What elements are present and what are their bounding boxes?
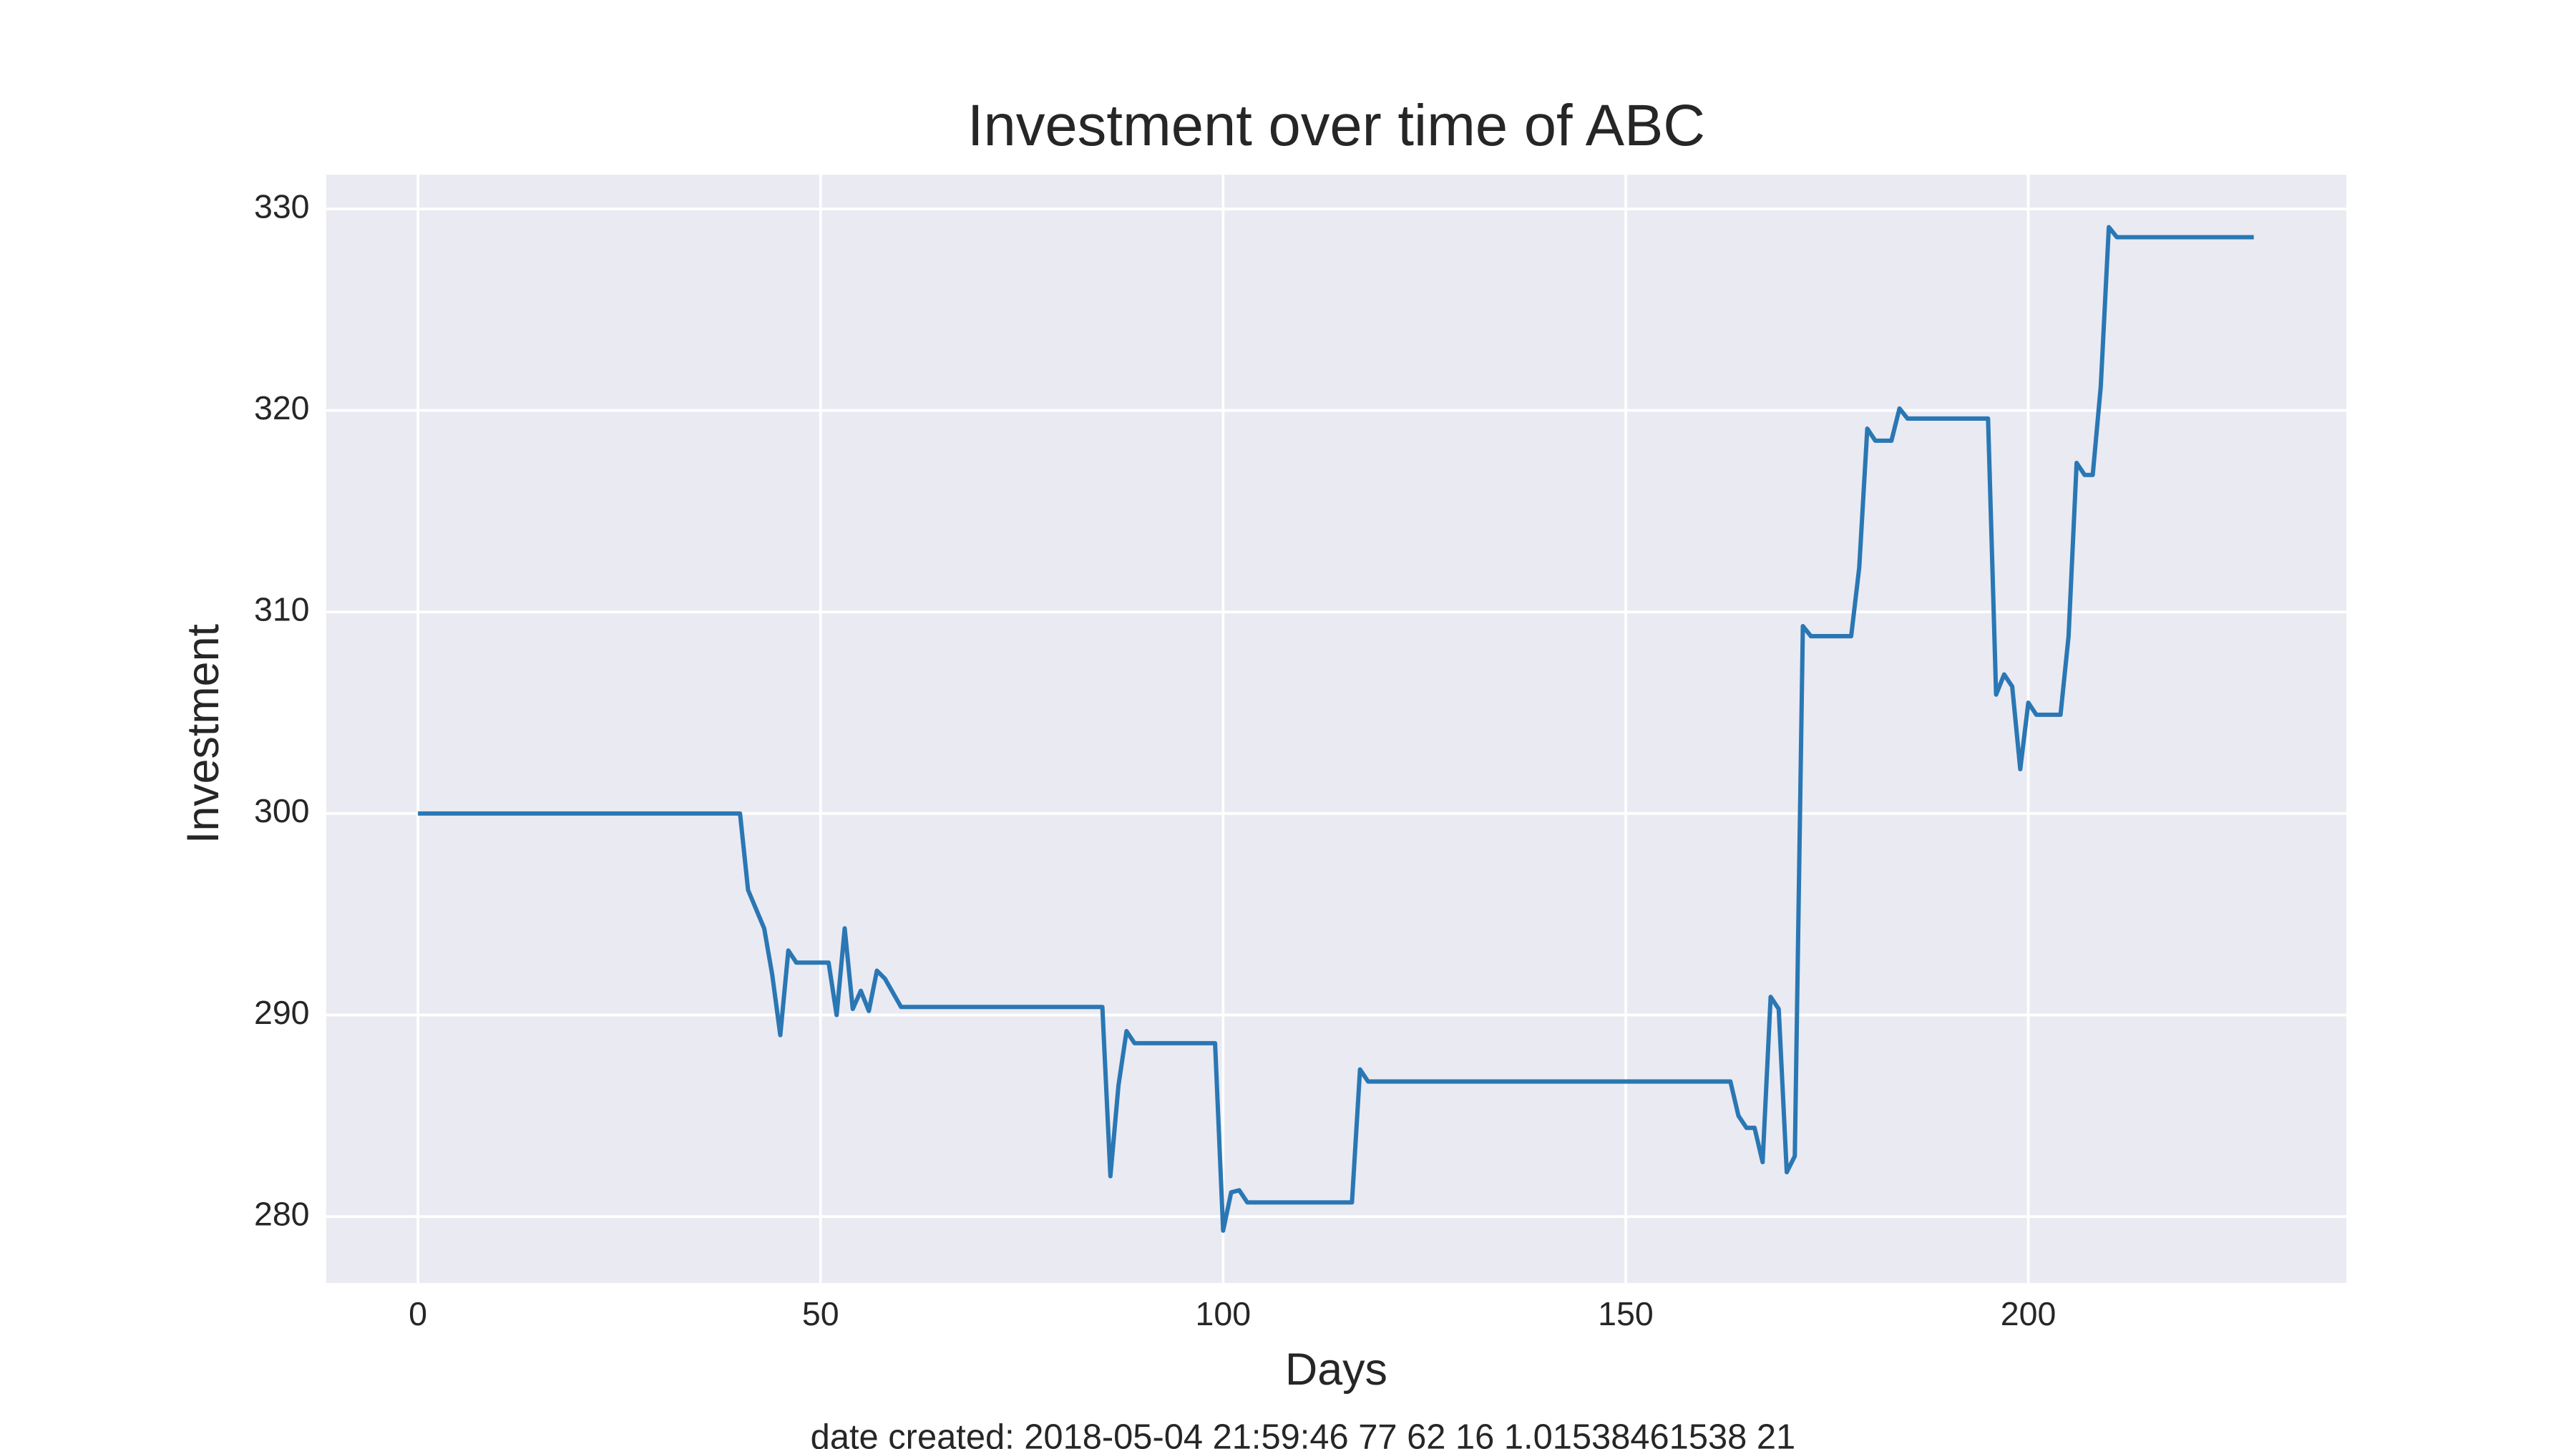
y-tick-label: 280	[254, 1195, 310, 1232]
y-tick-label: 300	[254, 792, 310, 829]
x-tick-label: 100	[1196, 1295, 1252, 1332]
x-tick-label: 50	[802, 1295, 839, 1332]
x-tick-label: 150	[1598, 1295, 1654, 1332]
y-tick-label: 320	[254, 389, 310, 426]
y-tick-label: 330	[254, 187, 310, 225]
data-line	[418, 225, 2254, 1233]
footnote: date created: 2018-05-04 21:59:46 77 62 …	[811, 1418, 1796, 1449]
x-tick-label: 0	[409, 1295, 427, 1332]
chart-title: Investment over time of ABC	[967, 93, 1705, 158]
y-tick-label: 290	[254, 994, 310, 1031]
plot-background	[326, 175, 2347, 1284]
y-axis-label: Investment	[178, 624, 228, 844]
x-axis-label: Days	[1285, 1345, 1387, 1395]
y-tick-label: 310	[254, 591, 310, 628]
x-tick-label: 200	[2001, 1295, 2057, 1332]
